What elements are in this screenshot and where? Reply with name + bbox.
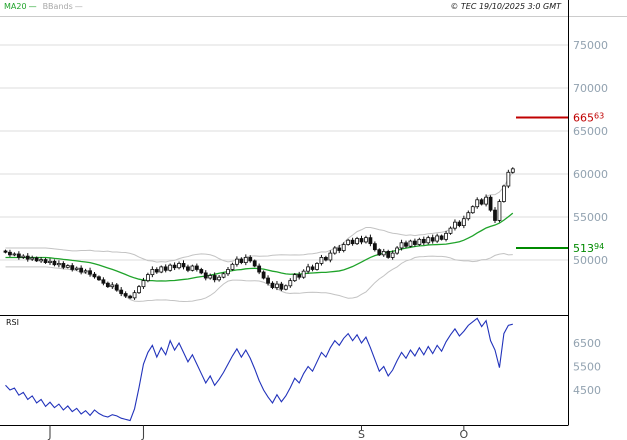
- rsi-panel-label: RSI: [6, 318, 19, 327]
- legend-bbands-label: BBands: [42, 2, 73, 11]
- svg-text:65000: 65000: [573, 125, 608, 138]
- svg-text:S: S: [358, 428, 365, 440]
- svg-text:O: O: [460, 428, 469, 440]
- svg-text:J: J: [141, 428, 145, 440]
- svg-text:5500: 5500: [573, 361, 601, 374]
- svg-text:60000: 60000: [573, 168, 608, 181]
- svg-text:50000: 50000: [573, 254, 608, 267]
- frame-lines: [0, 0, 569, 426]
- candles-layer: [3, 167, 515, 300]
- svg-text:66563: 66563: [573, 112, 604, 125]
- level-lines: [516, 116, 568, 250]
- svg-text:70000: 70000: [573, 82, 608, 95]
- bbands-line-swatch: —: [74, 2, 83, 11]
- svg-text:55000: 55000: [573, 211, 608, 224]
- axis-labels: 66563 51394 75000 70000 65000 60000 55000 50000…: [573, 39, 608, 397]
- price-gridlines: [0, 44, 568, 261]
- svg-text:6500: 6500: [573, 337, 601, 350]
- svg-text:51394: 51394: [573, 242, 604, 255]
- copyright-text: © TEC 19/10/2025 3:0 GMT: [450, 2, 561, 11]
- legend-ma20-label: MA20: [4, 2, 27, 11]
- svg-text:J: J: [47, 428, 51, 440]
- svg-text:75000: 75000: [573, 39, 608, 52]
- legend: MA20— BBands —: [4, 2, 89, 12]
- rsi-line: [5, 317, 513, 422]
- svg-text:4500: 4500: [573, 384, 601, 397]
- ma20-line-swatch: —: [28, 2, 37, 11]
